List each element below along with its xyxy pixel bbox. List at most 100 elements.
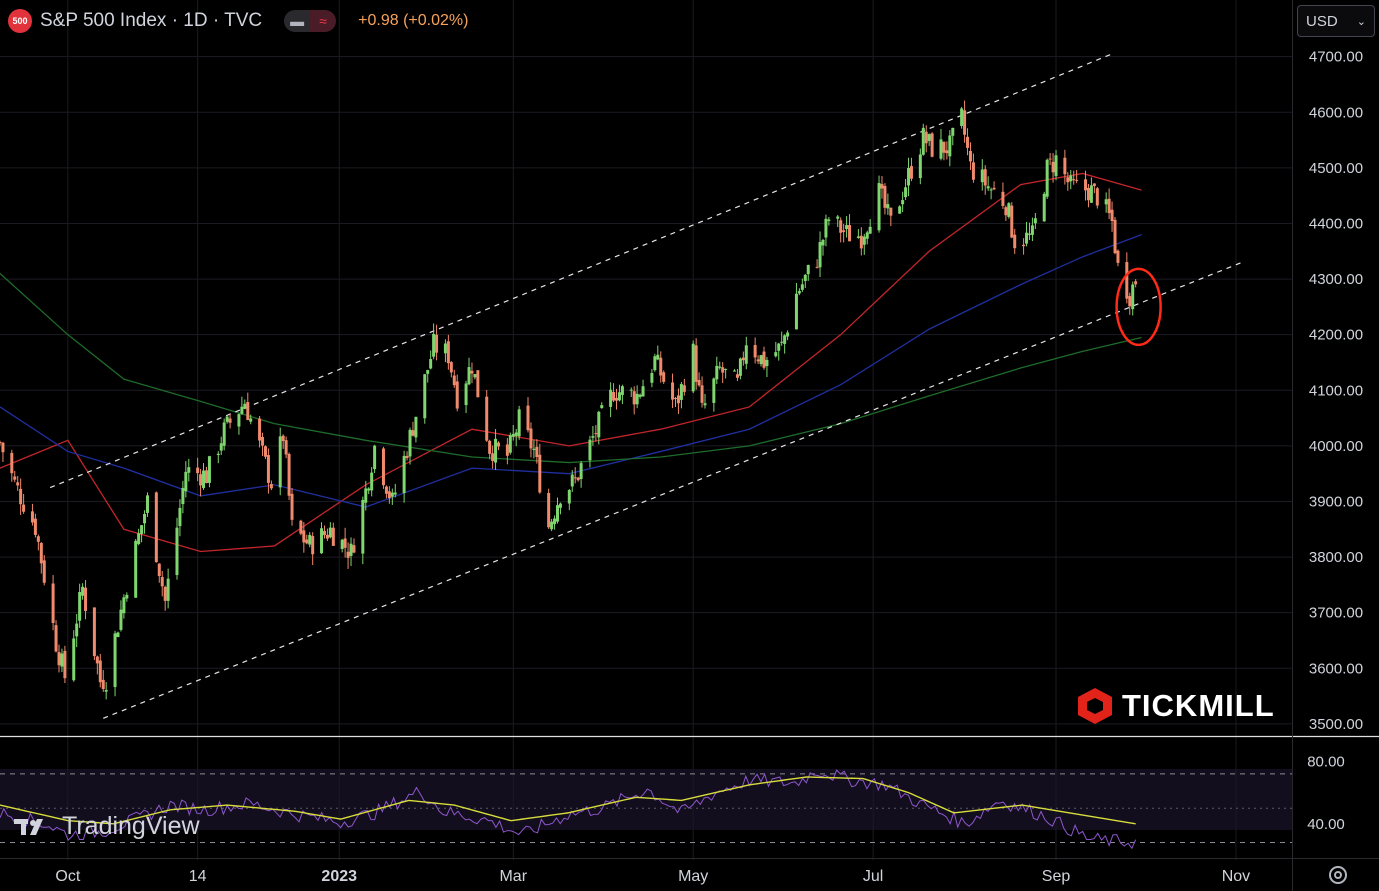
- candle-body: [81, 586, 85, 596]
- candle-body: [942, 141, 946, 153]
- candle-body: [556, 505, 560, 522]
- moving-average-line: [0, 172, 1142, 553]
- candle-body: [449, 362, 453, 373]
- candle-body: [299, 520, 303, 534]
- candle-body: [741, 357, 745, 361]
- price-axis-label: 4500.00: [1309, 160, 1363, 177]
- candle-body: [859, 235, 863, 249]
- candle-body: [104, 689, 108, 692]
- candle-body: [281, 435, 285, 442]
- candle-body: [1007, 203, 1011, 217]
- candle-body: [343, 538, 347, 548]
- candle-body: [258, 418, 262, 441]
- candle-body: [1107, 198, 1111, 214]
- candle-body: [325, 534, 329, 539]
- candle-body: [511, 433, 515, 437]
- candle-body: [927, 134, 931, 141]
- candle-body: [963, 110, 967, 135]
- candle-body: [473, 374, 477, 378]
- candle-body: [918, 154, 922, 179]
- price-axis-label: 4400.00: [1309, 215, 1363, 232]
- candle-body: [101, 679, 105, 689]
- candle-body: [204, 470, 208, 484]
- candle-body: [765, 359, 769, 367]
- candle-body: [532, 448, 536, 450]
- candle-body: [0, 442, 2, 444]
- candle-body: [597, 411, 601, 438]
- candle-body: [1048, 158, 1052, 160]
- candle-body: [1045, 159, 1049, 197]
- candle-body: [744, 345, 748, 364]
- time-axis-label: Oct: [55, 868, 80, 885]
- candle-body: [691, 343, 695, 392]
- tickmill-hexagon-icon: [1078, 688, 1112, 724]
- candle-body: [452, 375, 456, 386]
- candle-body: [1054, 155, 1058, 177]
- candle-body: [848, 225, 852, 242]
- candle-body: [839, 220, 843, 233]
- candle-body: [968, 150, 972, 162]
- candle-body: [629, 389, 633, 391]
- candle-body: [322, 530, 326, 536]
- symbol-badge[interactable]: 500: [8, 9, 32, 33]
- candle-body: [1025, 232, 1029, 244]
- candle-body: [517, 409, 521, 437]
- visibility-icon[interactable]: ▬: [284, 10, 311, 32]
- candle-body: [157, 563, 161, 577]
- candle-body: [178, 507, 182, 527]
- candle-body: [1063, 157, 1067, 175]
- candle-body: [240, 406, 244, 414]
- symbol-title[interactable]: S&P 500 Index · 1D · TVC: [40, 10, 263, 31]
- candle-body: [393, 492, 397, 495]
- candle-body: [659, 357, 663, 376]
- candle-body: [653, 356, 657, 371]
- candle-body: [620, 386, 624, 395]
- candle-body: [573, 477, 577, 479]
- candle-body: [1010, 205, 1014, 238]
- settings-gear-icon[interactable]: [1325, 862, 1351, 888]
- candle-body: [909, 166, 913, 179]
- candle-body: [119, 609, 123, 630]
- candle-body: [612, 391, 616, 401]
- candle-body: [269, 484, 273, 489]
- price-axis-label: 4600.00: [1309, 104, 1363, 121]
- candle-body: [196, 467, 200, 474]
- candle-body: [673, 398, 677, 400]
- candle-body: [423, 374, 427, 419]
- candle-body: [924, 131, 928, 144]
- candle-body: [51, 583, 55, 623]
- candle-body: [263, 446, 267, 457]
- time-axis-label: Nov: [1222, 868, 1250, 885]
- candle-body: [494, 438, 498, 463]
- candle-body: [756, 359, 760, 362]
- candle-body: [697, 380, 701, 386]
- candle-body: [470, 370, 474, 374]
- candle-body: [19, 488, 23, 505]
- candle-body: [78, 592, 82, 621]
- candle-body: [845, 225, 849, 229]
- candle-body: [966, 136, 970, 148]
- candle-body: [92, 607, 96, 657]
- candle-body: [718, 366, 722, 368]
- candle-body: [824, 218, 828, 238]
- candle-body: [939, 139, 943, 159]
- candle-body: [1066, 177, 1070, 183]
- price-axis-label: 3800.00: [1309, 549, 1363, 566]
- candle-body: [877, 183, 881, 231]
- candle-body: [1075, 179, 1079, 181]
- candle-body: [125, 594, 129, 599]
- candle-body: [576, 477, 580, 481]
- candle-body: [163, 586, 167, 601]
- candle-body: [989, 189, 993, 191]
- candle-body: [328, 527, 332, 538]
- candle-body: [249, 418, 253, 422]
- candle-body: [411, 430, 415, 436]
- indicator-toggle[interactable]: ▬ ≈: [284, 10, 337, 32]
- candle-body: [237, 414, 241, 427]
- candle-body: [402, 455, 406, 494]
- currency-select[interactable]: USD ⌄: [1297, 5, 1375, 37]
- candle-body: [700, 385, 704, 403]
- candle-body: [797, 291, 801, 294]
- wave-icon[interactable]: ≈: [310, 10, 337, 32]
